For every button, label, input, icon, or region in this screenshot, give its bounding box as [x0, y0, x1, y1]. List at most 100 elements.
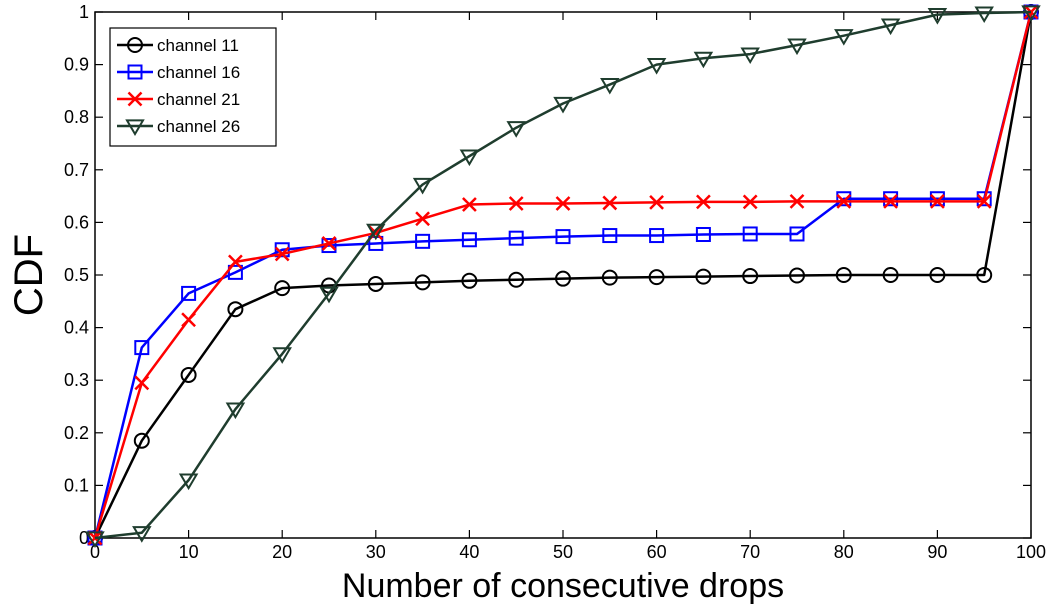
data-point: [414, 274, 431, 291]
data-point: [602, 228, 618, 244]
legend: channel 11 channel 16 channel 21 channel 26: [109, 27, 277, 147]
data-point: [319, 286, 339, 304]
data-point: [415, 211, 430, 227]
data-point: [649, 195, 664, 210]
data-point: [178, 473, 199, 491]
data-point: [835, 267, 852, 283]
data-point: [880, 18, 901, 36]
data-point: [225, 402, 246, 420]
data-point: [506, 121, 526, 138]
data-point: [740, 47, 760, 65]
legend-marker: [127, 64, 143, 80]
data-point: [789, 226, 805, 242]
data-point: [976, 193, 992, 209]
series-3: [87, 4, 1039, 546]
data-point: [836, 191, 852, 207]
data-point: [929, 191, 945, 207]
x-tick-label: 80: [834, 542, 854, 562]
data-point: [695, 268, 712, 285]
series-layer: [85, 4, 1041, 548]
y-tick-label: 0.4: [64, 318, 89, 338]
legend-marker: [127, 37, 143, 53]
series-line: [93, 11, 1033, 539]
data-point: [459, 149, 480, 167]
data-point: [228, 254, 243, 270]
data-point: [181, 312, 196, 328]
y-tick-label: 1: [79, 2, 89, 22]
data-point: [601, 269, 618, 286]
data-point: [927, 8, 948, 25]
data-point: [227, 301, 244, 318]
data-point: [1021, 5, 1041, 22]
x-tick-label: 60: [647, 542, 667, 562]
data-point: [649, 228, 665, 244]
data-point: [834, 29, 854, 46]
data-point: [929, 267, 946, 283]
data-point: [976, 191, 992, 207]
data-point: [695, 226, 711, 242]
data-point: [602, 195, 618, 211]
legend-marker: [127, 91, 143, 107]
data-point: [508, 196, 524, 211]
data-point: [555, 196, 571, 211]
x-tick-label: 100: [1016, 542, 1046, 562]
data-point: [181, 285, 197, 301]
data-point: [367, 275, 384, 292]
data-point: [462, 197, 477, 212]
data-point: [555, 270, 571, 287]
y-axis-title: CDF: [7, 234, 51, 316]
x-tick-label: 50: [553, 542, 573, 562]
data-point: [134, 340, 150, 356]
series-line: [94, 10, 1032, 540]
data-point: [883, 191, 899, 207]
y-tick-label: 0: [79, 528, 89, 548]
data-point: [742, 268, 759, 285]
legend-entry: channel 21: [117, 90, 240, 109]
data-point: [974, 6, 994, 24]
x-tick-label: 70: [740, 542, 760, 562]
y-tick-label: 0.1: [64, 475, 89, 495]
y-tick-label: 0.5: [64, 265, 89, 285]
data-point: [132, 526, 152, 543]
y-tick-label: 0.7: [64, 160, 89, 180]
data-point: [85, 531, 105, 548]
data-point: [508, 271, 525, 288]
data-point: [555, 229, 571, 245]
data-point: [227, 264, 243, 280]
axis-ticks: 0 10 20 30 40 50 60 70 80 90 100 0 0.1 0.2 0.3 0.4 0.5 0.…: [64, 2, 1046, 562]
legend-marker: [125, 119, 145, 136]
data-point: [553, 96, 573, 114]
series-line: [93, 11, 1033, 539]
data-point: [976, 267, 993, 283]
y-tick-label: 0.6: [64, 212, 89, 232]
data-point: [882, 267, 899, 283]
data-point: [272, 347, 292, 364]
x-axis-title: Number of consecutive drops: [342, 567, 784, 605]
y-tick-label: 0.2: [64, 423, 89, 443]
data-point: [646, 58, 667, 75]
data-point: [321, 236, 337, 251]
legend-entry: channel 26: [117, 117, 240, 136]
data-point: [836, 193, 852, 209]
data-point: [930, 193, 945, 209]
data-point: [274, 242, 290, 258]
legend-label: channel 21: [157, 90, 240, 109]
x-tick-label: 30: [366, 542, 386, 562]
data-point: [415, 233, 431, 249]
data-point: [508, 230, 524, 246]
data-point: [787, 38, 807, 56]
data-point: [742, 194, 758, 210]
y-tick-label: 0.9: [64, 55, 89, 75]
x-tick-label: 10: [179, 542, 199, 562]
data-point: [461, 232, 477, 248]
series-4: [85, 5, 1041, 548]
data-point: [648, 269, 665, 286]
data-point: [180, 366, 197, 383]
data-point: [412, 177, 433, 195]
x-tick-label: 40: [459, 542, 479, 562]
legend-label: channel 11: [157, 36, 239, 55]
y-tick-label: 0.8: [64, 107, 89, 127]
data-point: [696, 194, 711, 210]
